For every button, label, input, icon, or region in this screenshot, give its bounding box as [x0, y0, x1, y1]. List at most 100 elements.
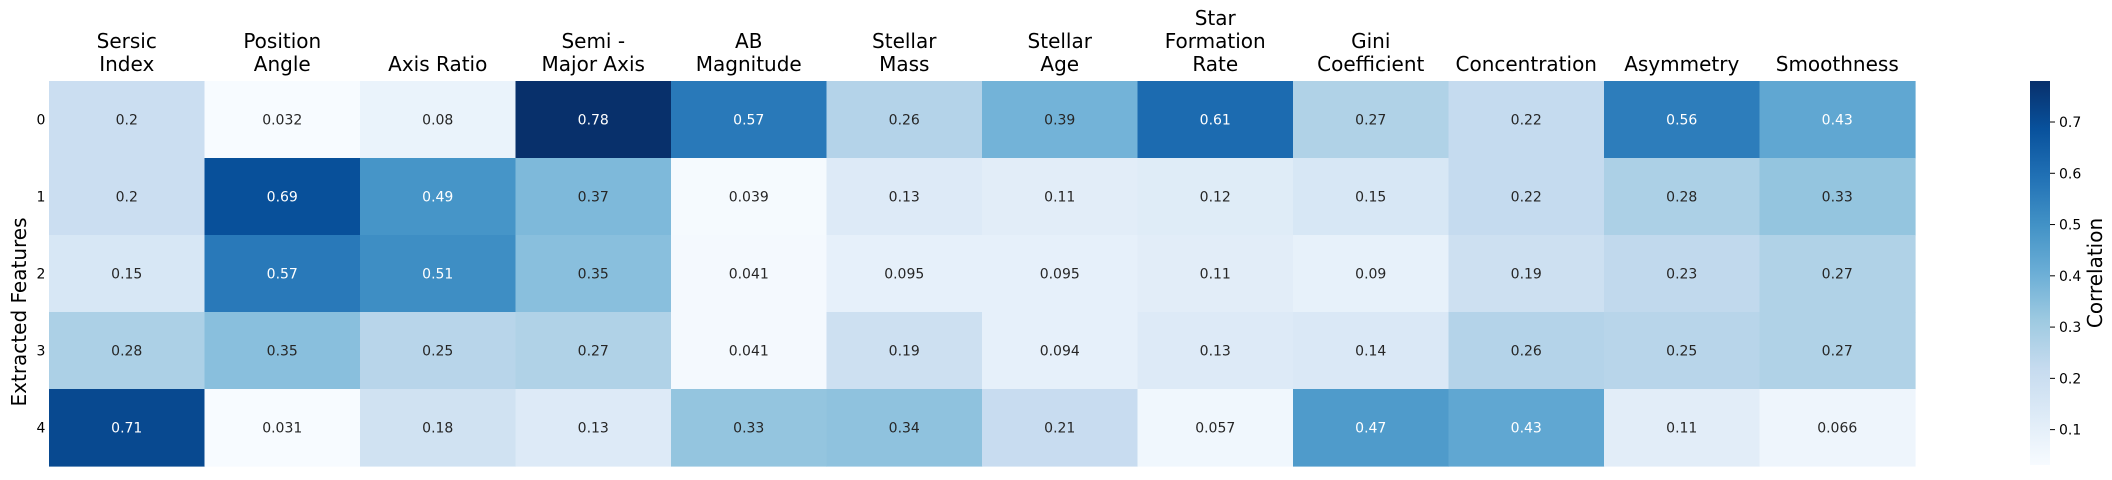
cell-value-label: 0.28 [1666, 190, 1697, 206]
cell-value-label: 0.057 [1195, 421, 1235, 437]
heatmap-cell [1448, 389, 1605, 467]
cell-value-label: 0.25 [422, 344, 453, 360]
heatmap-cell [360, 81, 517, 159]
cell-value-label: 0.56 [1666, 113, 1697, 129]
heatmap-cell [1448, 158, 1605, 236]
cell-value-label: 0.032 [262, 113, 302, 129]
cell-value-label: 0.57 [733, 113, 764, 129]
heatmap-cell [1448, 235, 1605, 313]
colorbar-tick-label: 0.7 [2059, 115, 2081, 131]
heatmap-cell [1604, 235, 1761, 313]
heatmap-cell [1604, 158, 1761, 236]
cell-value-label: 0.08 [422, 113, 453, 129]
column-label: Concentration [1456, 52, 1597, 76]
heatmap-cell [49, 81, 206, 159]
heatmap-cell [826, 389, 983, 467]
row-label: 1 [37, 190, 46, 206]
heatmap-cell [204, 312, 361, 390]
cell-value-label: 0.78 [578, 113, 609, 129]
heatmap-cell-labels: 0.2 0.032 0.08 0.78 0.57 0.26 0.39 0.61 0.27 0.22… [111, 113, 1857, 437]
cell-value-label: 0.49 [422, 190, 453, 206]
heatmap-cell [204, 81, 361, 159]
cell-value-label: 0.094 [1040, 344, 1080, 360]
heatmap-cell [1137, 235, 1294, 313]
y-axis-label: Extracted Features [7, 218, 31, 407]
heatmap-cell [1137, 389, 1294, 467]
cell-value-label: 0.13 [1200, 344, 1231, 360]
cell-value-label: 0.26 [1511, 344, 1542, 360]
heatmap-cell [982, 389, 1139, 467]
heatmap-cell [826, 235, 983, 313]
cell-value-label: 0.27 [578, 344, 609, 360]
heatmap-cell [826, 158, 983, 236]
cell-value-label: 0.041 [729, 344, 769, 360]
cell-value-label: 0.18 [422, 421, 453, 437]
column-label: Stellar Age [1028, 29, 1093, 76]
heatmap-cell [1604, 389, 1761, 467]
cell-value-label: 0.35 [578, 267, 609, 283]
cell-value-label: 0.26 [889, 113, 920, 129]
heatmap-cell [515, 81, 672, 159]
cell-value-label: 0.33 [733, 421, 764, 437]
cell-value-label: 0.13 [578, 421, 609, 437]
heatmap-cell [1604, 81, 1761, 159]
heatmap-cell [515, 235, 672, 313]
cell-value-label: 0.22 [1511, 113, 1542, 129]
heatmap-cell [1293, 389, 1450, 467]
colorbar-tick-label: 0.5 [2059, 218, 2081, 234]
cell-value-label: 0.25 [1666, 344, 1697, 360]
cell-value-label: 0.28 [111, 344, 142, 360]
cell-value-label: 0.09 [1355, 267, 1386, 283]
column-label: Position Angle [243, 29, 321, 76]
cell-value-label: 0.066 [1817, 421, 1857, 437]
heatmap-cell [1293, 312, 1450, 390]
heatmap-cell [360, 389, 517, 467]
colorbar-tick-label: 0.6 [2059, 166, 2081, 182]
cell-value-label: 0.031 [262, 421, 302, 437]
column-label: Asymmetry [1624, 52, 1739, 76]
heatmap-cell [515, 158, 672, 236]
heatmap-cell [1137, 312, 1294, 390]
heatmap-cell [204, 158, 361, 236]
heatmap-cell [671, 312, 828, 390]
heatmap-cell [1448, 312, 1605, 390]
heatmap-cell [1293, 235, 1450, 313]
cell-value-label: 0.23 [1666, 267, 1697, 283]
heatmap-cell [1759, 389, 1916, 467]
heatmap-cell [1293, 81, 1450, 159]
cell-value-label: 0.19 [889, 344, 920, 360]
cell-value-label: 0.2 [116, 113, 138, 129]
cell-value-label: 0.11 [1666, 421, 1697, 437]
column-label: AB Magnitude [696, 29, 802, 76]
heatmap-cells [49, 81, 1916, 467]
heatmap-cell [515, 312, 672, 390]
cell-value-label: 0.14 [1355, 344, 1386, 360]
colorbar-label: Correlation [2083, 218, 2107, 328]
cell-value-label: 0.39 [1044, 113, 1075, 129]
cell-value-label: 0.35 [267, 344, 298, 360]
column-label: Stellar Mass [872, 29, 937, 76]
cell-value-label: 0.34 [889, 421, 920, 437]
cell-value-label: 0.43 [1822, 113, 1853, 129]
cell-value-label: 0.27 [1822, 344, 1853, 360]
row-label: 3 [37, 344, 46, 360]
row-labels: 0 1 2 3 4 [37, 113, 46, 437]
cell-value-label: 0.69 [267, 190, 298, 206]
heatmap-cell [49, 235, 206, 313]
column-label: Axis Ratio [388, 52, 487, 76]
cell-value-label: 0.47 [1355, 421, 1386, 437]
heatmap-cell [515, 389, 672, 467]
heatmap-cell [671, 235, 828, 313]
colorbar-tick-label: 0.3 [2059, 320, 2081, 336]
heatmap-cell [1759, 81, 1916, 159]
heatmap-cell [1759, 312, 1916, 390]
heatmap-cell [49, 389, 206, 467]
heatmap-cell [1759, 235, 1916, 313]
cell-value-label: 0.095 [1040, 267, 1080, 283]
cell-value-label: 0.61 [1200, 113, 1231, 129]
colorbar-tick-label: 0.1 [2059, 423, 2081, 439]
cell-value-label: 0.039 [729, 190, 769, 206]
column-label: Gini Coefficient [1317, 29, 1424, 76]
